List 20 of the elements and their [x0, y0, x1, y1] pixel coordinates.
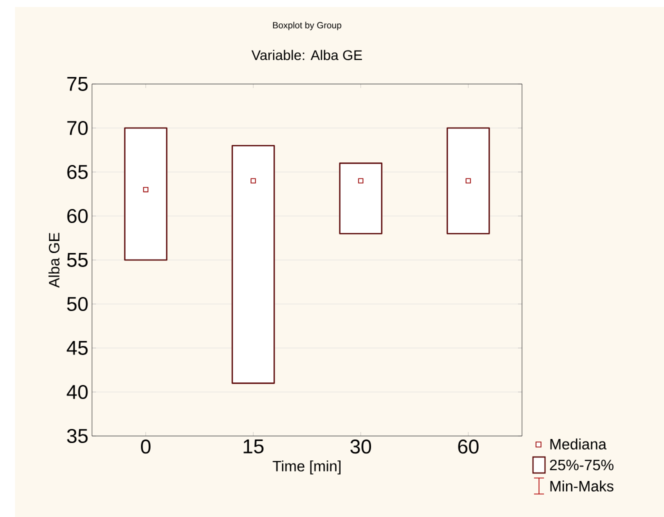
y-tick-label: 45 — [66, 341, 88, 355]
text: Mediana — [550, 438, 607, 450]
y-tick-label: 55 — [67, 253, 88, 267]
text: Min-Maks — [550, 480, 614, 492]
chart-subtitle: Variable: Alba GE — [252, 50, 362, 60]
y-tick-label: 50 — [67, 296, 88, 312]
x-tick-label: 60 — [458, 440, 479, 454]
text: 25%-75% — [550, 460, 614, 470]
x-axis-title: Time [min] — [272, 460, 341, 474]
x-tick-label: 15 — [244, 440, 264, 454]
x-tick-label: 30 — [350, 440, 372, 454]
x-tick-label: 0 — [140, 440, 151, 454]
y-tick-label: 65 — [67, 164, 88, 180]
y-tick-label: 40 — [66, 384, 88, 400]
chart-title: Boxplot by Group — [273, 22, 342, 30]
y-tick-label: 75 — [67, 77, 88, 91]
y-axis-title: Alba GE — [48, 232, 60, 288]
y-tick-label: 60 — [67, 208, 88, 224]
y-tick-label: 35 — [67, 428, 88, 444]
y-tick-label: 70 — [67, 120, 88, 136]
